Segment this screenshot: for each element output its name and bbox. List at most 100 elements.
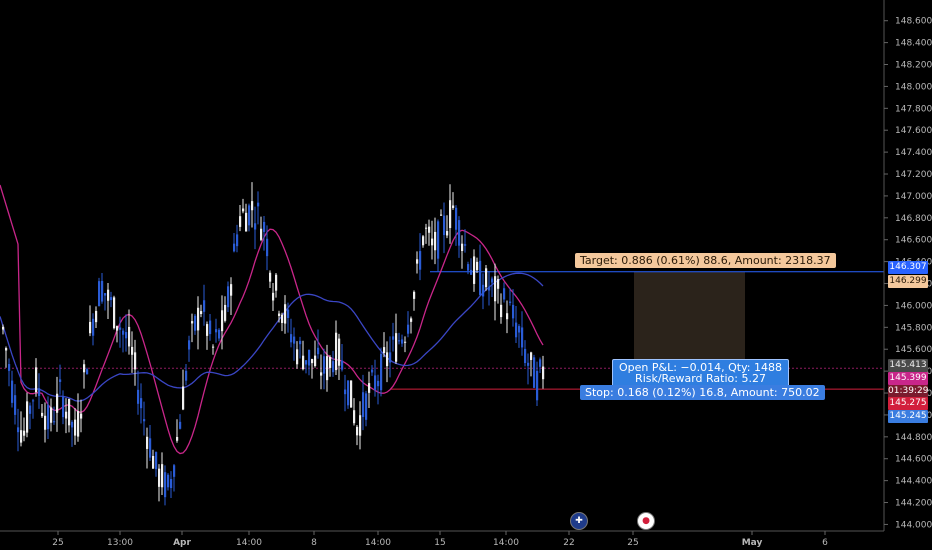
- target-label[interactable]: Target: 0.886 (0.61%) 88.6, Amount: 2318…: [575, 253, 836, 268]
- candle-body: [218, 329, 221, 339]
- candle-body: [242, 208, 245, 212]
- candle-body: [194, 315, 197, 331]
- japan-flag-icon[interactable]: ●: [637, 512, 655, 530]
- candle-body: [536, 370, 539, 401]
- candle-body: [26, 401, 29, 433]
- candle-body: [197, 307, 200, 331]
- candle-body: [395, 333, 398, 362]
- open-pnl-text: Open P&L: −0.014, Qty: 1488: [619, 361, 782, 374]
- candle-body: [167, 474, 170, 488]
- candle-body: [113, 297, 116, 329]
- candle-body: [539, 359, 542, 367]
- pnl-label[interactable]: Open P&L: −0.014, Qty: 1488 Risk/Reward …: [612, 359, 789, 387]
- candle-body: [152, 455, 155, 469]
- candle-body: [71, 421, 74, 428]
- y-tick-label: 147.000: [895, 192, 932, 202]
- candle-body: [182, 386, 185, 410]
- y-tick-label: 144.000: [895, 520, 932, 530]
- candle-body: [146, 436, 149, 449]
- candle-body: [2, 326, 5, 330]
- candle-body: [251, 201, 254, 211]
- y-tick-label: 147.200: [895, 170, 932, 180]
- candle-body: [344, 389, 347, 395]
- candle-body: [317, 347, 320, 355]
- candle-body: [227, 286, 230, 308]
- candle-body: [530, 352, 533, 360]
- y-tick-label: 146.600: [895, 236, 932, 246]
- candle-body: [512, 304, 515, 319]
- y-tick-label: 144.200: [895, 499, 932, 509]
- candle-body: [497, 279, 500, 289]
- candle-body: [287, 309, 290, 318]
- candle-body: [215, 329, 218, 333]
- candle-body: [233, 243, 236, 252]
- y-tick-label: 144.400: [895, 477, 932, 487]
- uk-flag-icon[interactable]: ✚: [570, 512, 588, 530]
- candle-body: [500, 304, 503, 318]
- candle-body: [377, 380, 380, 387]
- moving-averages: [0, 184, 544, 455]
- candle-body: [323, 356, 326, 374]
- candle-body: [470, 269, 473, 275]
- candle-body: [524, 348, 527, 364]
- candle-body: [188, 340, 191, 350]
- candle-body: [254, 223, 257, 230]
- candle-body: [320, 372, 323, 376]
- x-tick-label: 25: [627, 538, 638, 548]
- ma-fast-line: [0, 184, 544, 455]
- candle-body: [32, 400, 35, 402]
- candle-body: [434, 231, 437, 251]
- candle-body: [212, 346, 215, 348]
- candle-body: [239, 216, 242, 227]
- candle-body: [179, 421, 182, 429]
- candle-body: [104, 293, 107, 296]
- candle-body: [509, 301, 512, 303]
- candle-body: [236, 234, 239, 247]
- candle-body: [326, 356, 329, 381]
- x-tick-label: 14:00: [236, 538, 262, 548]
- candle-body: [20, 430, 23, 443]
- candle-body: [398, 340, 401, 342]
- candle-body: [68, 398, 71, 426]
- stop-label[interactable]: Stop: 0.168 (0.12%) 16.8, Amount: 750.02: [580, 385, 825, 400]
- candle-body: [488, 286, 491, 291]
- candle-body: [332, 361, 335, 373]
- candle-body: [158, 468, 161, 487]
- candle-body: [461, 243, 464, 252]
- candle-body: [296, 349, 299, 365]
- candle-body: [14, 395, 17, 415]
- candle-body: [311, 359, 314, 364]
- target-zone: [634, 271, 745, 372]
- candle-body: [527, 362, 530, 366]
- candle-body: [431, 238, 434, 246]
- candle-body: [116, 326, 119, 331]
- y-tick-label: 144.600: [895, 455, 932, 465]
- y-tick-label: 148.600: [895, 17, 932, 27]
- stop-price-label: 145.245: [888, 410, 928, 423]
- candle-body: [443, 215, 446, 236]
- candle-body: [59, 379, 62, 382]
- candle-body: [533, 357, 536, 388]
- candle-body: [449, 200, 452, 229]
- candle-body: [482, 284, 485, 297]
- current-price-label: 145.275: [888, 397, 928, 410]
- candle-body: [221, 310, 224, 332]
- candle-body: [56, 393, 59, 413]
- target-price-label: 146.307: [888, 261, 928, 274]
- y-tick-label: 148.400: [895, 39, 932, 49]
- candle-body: [47, 405, 50, 430]
- candle-body: [392, 336, 395, 340]
- open-price-label: 145.413: [888, 359, 928, 372]
- candle-body: [389, 352, 392, 363]
- candle-body: [137, 389, 140, 404]
- candle-body: [248, 205, 251, 226]
- y-tick-label: 145.800: [895, 323, 932, 333]
- candle-body: [374, 375, 377, 390]
- candle-body: [422, 236, 425, 246]
- candle-body: [467, 264, 470, 271]
- y-tick-label: 146.000: [895, 301, 932, 311]
- candle-body: [206, 324, 209, 336]
- candle-body: [80, 413, 83, 419]
- candle-body: [419, 251, 422, 270]
